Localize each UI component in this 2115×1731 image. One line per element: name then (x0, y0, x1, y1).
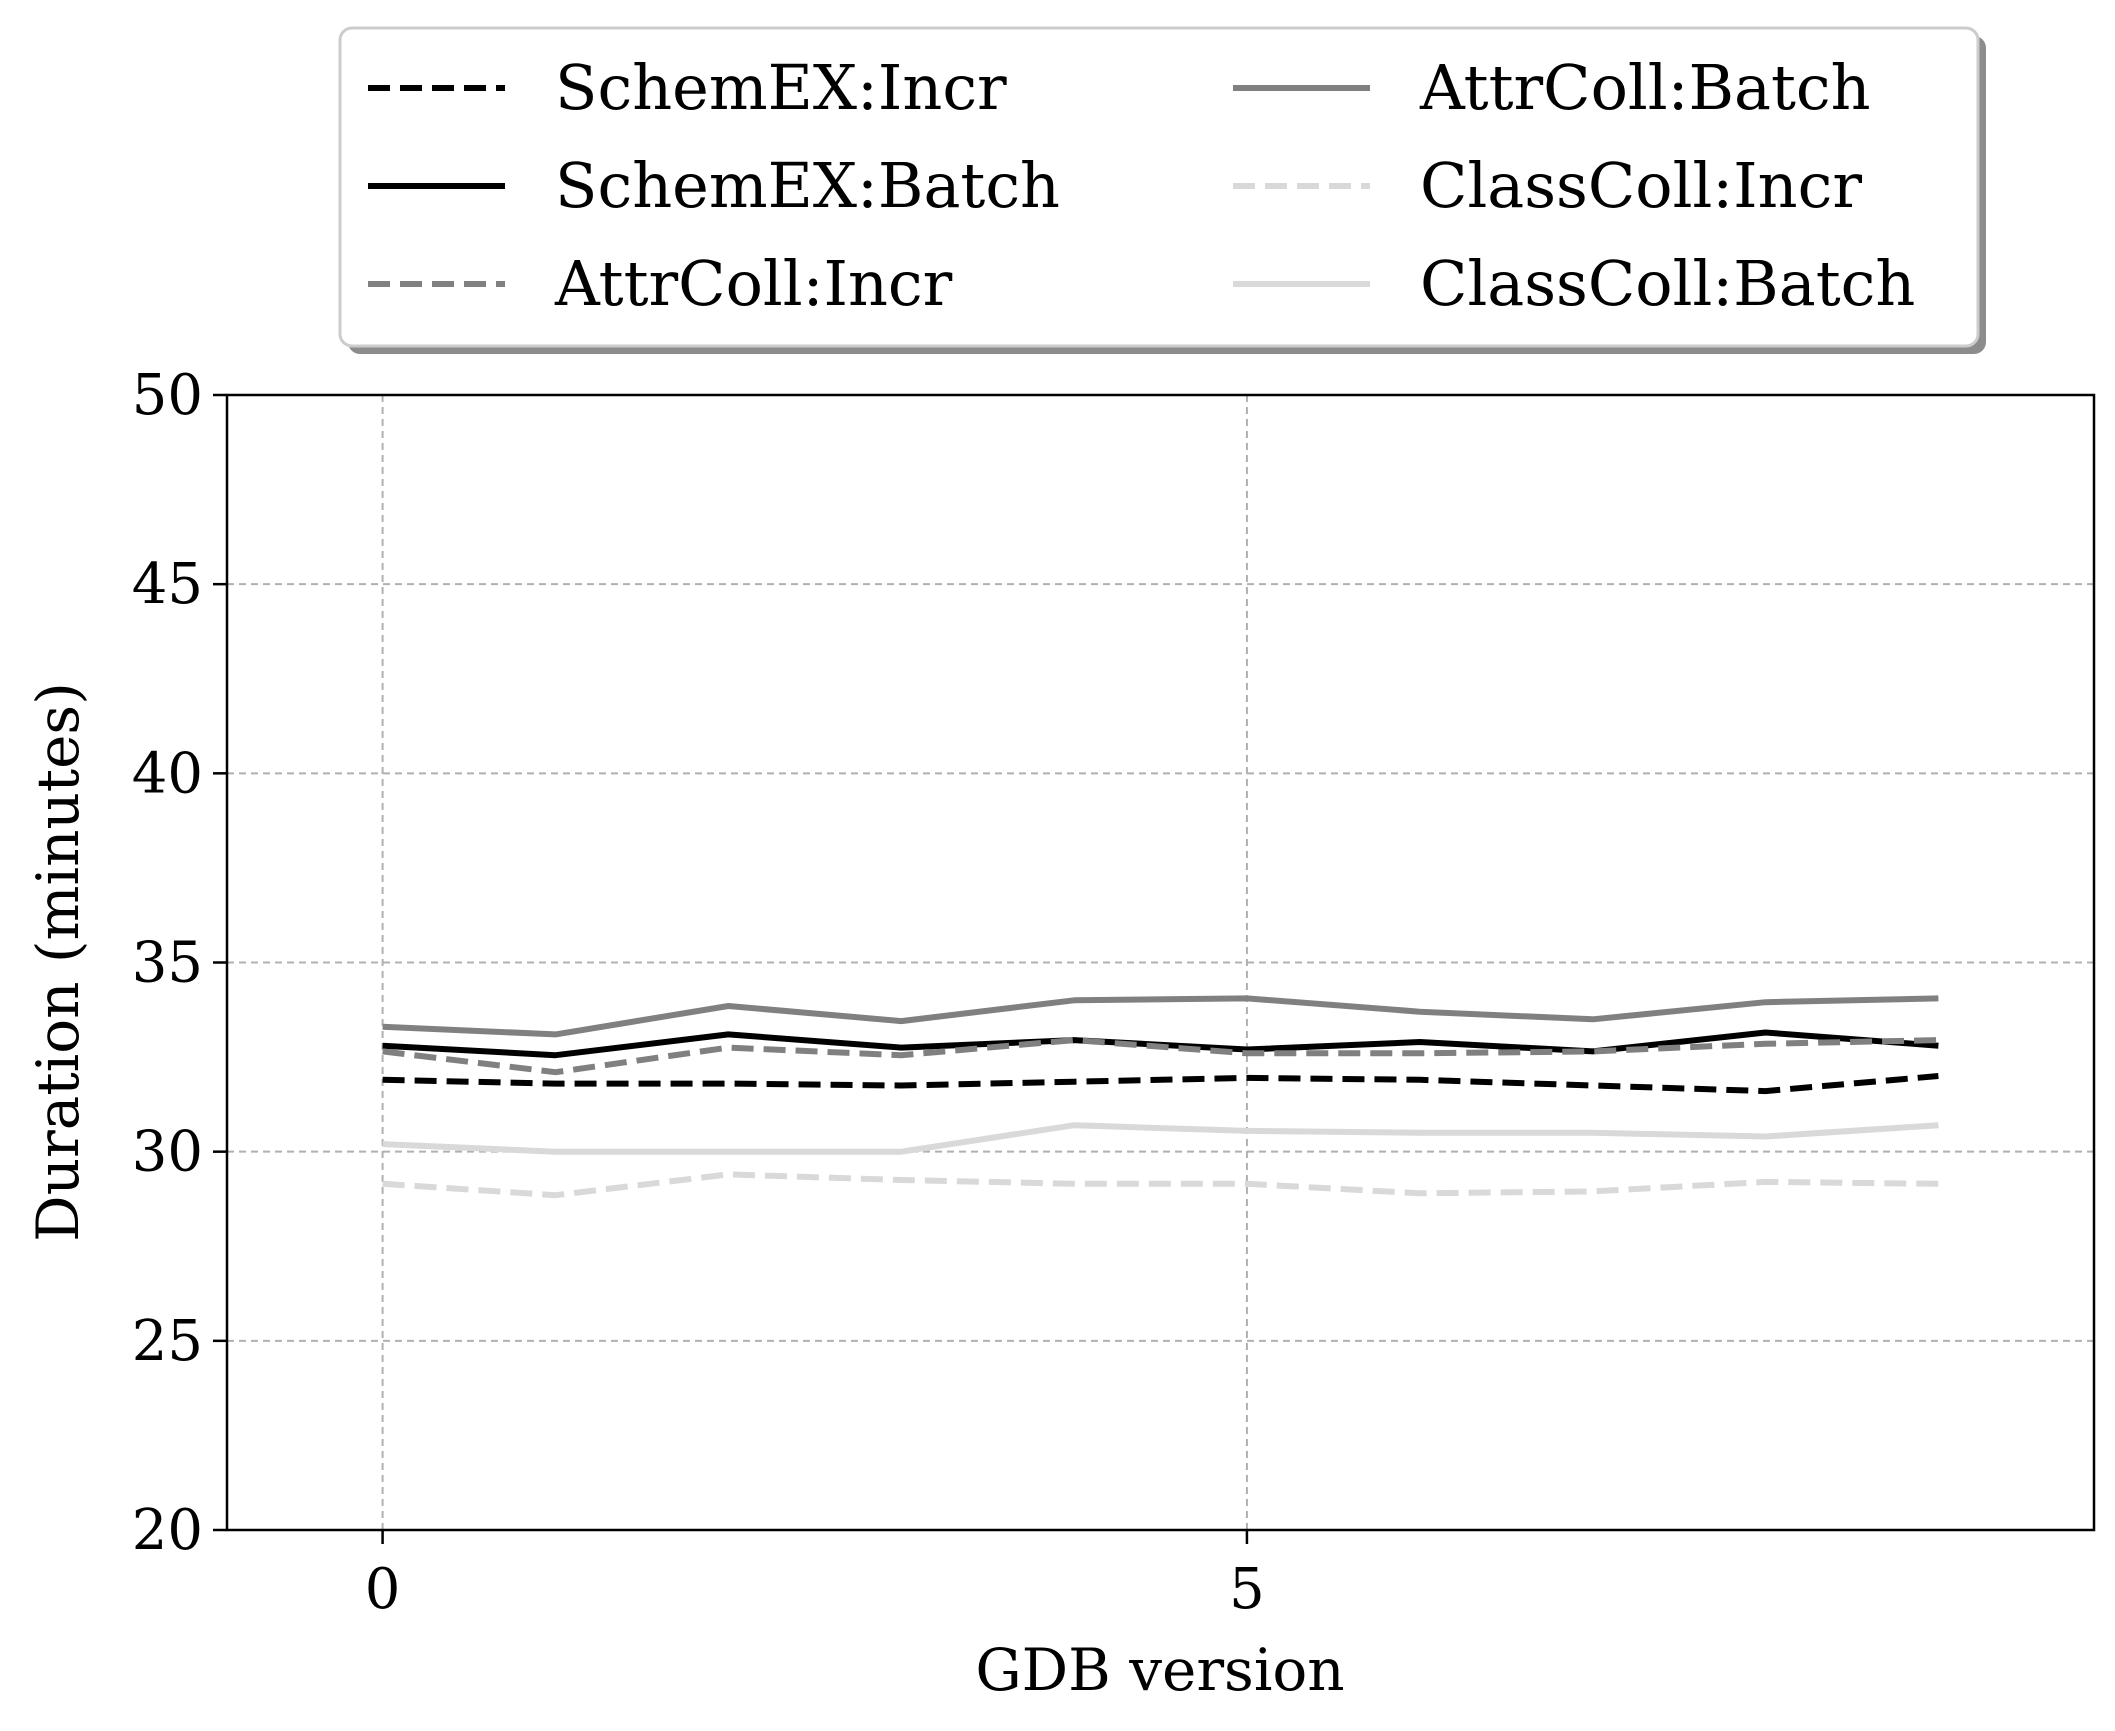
series-lines (382, 995, 1939, 1199)
y-tick-label: 30 (132, 1120, 203, 1185)
y-tick-label: 45 (132, 552, 203, 617)
x-axis-label: GDB version (975, 1636, 1344, 1704)
legend-box (338, 26, 1980, 348)
y-tick-label: 40 (132, 741, 203, 806)
series-line (382, 1122, 1939, 1155)
x-tick-label: 5 (1229, 1557, 1265, 1622)
legend-label: SchemEX:Incr (555, 51, 1007, 124)
legend-label: AttrColl:Incr (554, 247, 953, 320)
x-tick-label: 0 (365, 1557, 401, 1622)
legend-label: ClassColl:Batch (1420, 247, 1915, 320)
legend-label: AttrColl:Batch (1419, 51, 1871, 124)
legend-label: SchemEX:Batch (555, 149, 1060, 222)
legend-label: ClassColl:Incr (1420, 149, 1862, 222)
grid-lines (227, 394, 2094, 1531)
series-line (382, 1171, 1939, 1199)
legend-entries: SchemEX:Incr SchemEX:Batch AttrColl:Incr At… (368, 51, 1915, 320)
series-line (382, 1037, 1939, 1076)
axis-ticks: 20 25 30 35 40 45 50 0 5 (132, 363, 1265, 1622)
series-line (382, 995, 1939, 1038)
y-axis-label: Duration (minutes) (24, 682, 92, 1242)
y-tick-label: 50 (132, 363, 203, 428)
series-line (382, 1073, 1939, 1095)
legend: SchemEX:Incr SchemEX:Batch AttrColl:Incr At… (338, 26, 1986, 354)
y-tick-label: 35 (132, 931, 203, 996)
y-tick-label: 25 (132, 1309, 203, 1374)
y-tick-label: 20 (132, 1498, 203, 1563)
